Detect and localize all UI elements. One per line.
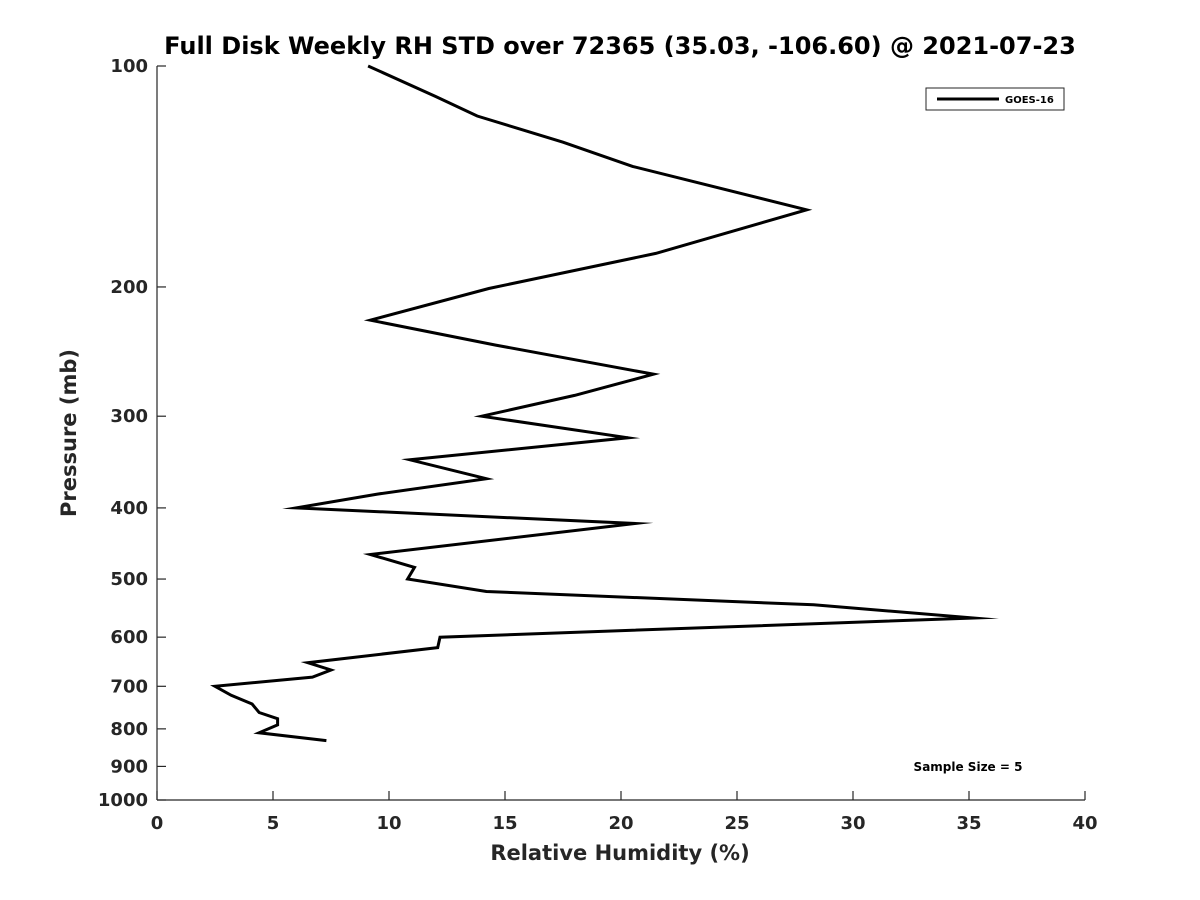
legend: GOES-16 [925,87,1065,111]
data-series [210,64,999,743]
y-tick-label: 600 [110,627,148,648]
x-tick-label: 0 [151,813,164,834]
y-axis-ticks: 100 200 300 400 500 600 700 800 900 1000 [98,56,166,811]
x-tick-label: 40 [1072,813,1097,834]
y-tick-label: 100 [110,56,148,77]
y-tick-label: 900 [110,756,148,777]
y-tick-label: 400 [110,498,148,519]
y-tick-label: 1000 [98,790,148,811]
x-tick-label: 5 [267,813,280,834]
y-tick-label: 500 [110,569,148,590]
x-tick-label: 20 [608,813,633,834]
x-tick-label: 15 [492,813,517,834]
y-tick-label: 200 [110,277,148,298]
y-tick-label: 800 [110,719,148,740]
x-tick-label: 35 [956,813,981,834]
y-tick-label: 700 [110,676,148,697]
legend-label-goes-16: GOES-16 [1005,95,1054,106]
y-axis-label: Pressure (mb) [57,349,81,517]
x-axis-label: Relative Humidity (%) [490,841,749,865]
x-tick-label: 10 [376,813,401,834]
sample-size-annotation: Sample Size = 5 [914,760,1023,774]
y-tick-label: 300 [110,406,148,427]
series-line-goes-16 [210,64,999,743]
x-axis-ticks: 0 5 10 15 20 25 30 35 40 [151,791,1098,834]
chart-title: Full Disk Weekly RH STD over 72365 (35.0… [164,32,1076,60]
x-tick-label: 30 [840,813,865,834]
x-tick-label: 25 [724,813,749,834]
